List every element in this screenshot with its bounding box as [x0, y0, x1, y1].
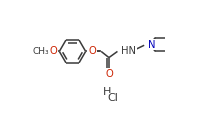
Text: H: H [102, 87, 111, 97]
Text: N: N [148, 39, 155, 50]
Text: O: O [105, 69, 113, 79]
Text: CH₃: CH₃ [33, 47, 50, 56]
Text: O: O [49, 46, 57, 56]
Text: Cl: Cl [107, 93, 118, 103]
Text: HN: HN [121, 46, 136, 56]
Text: O: O [88, 46, 96, 56]
